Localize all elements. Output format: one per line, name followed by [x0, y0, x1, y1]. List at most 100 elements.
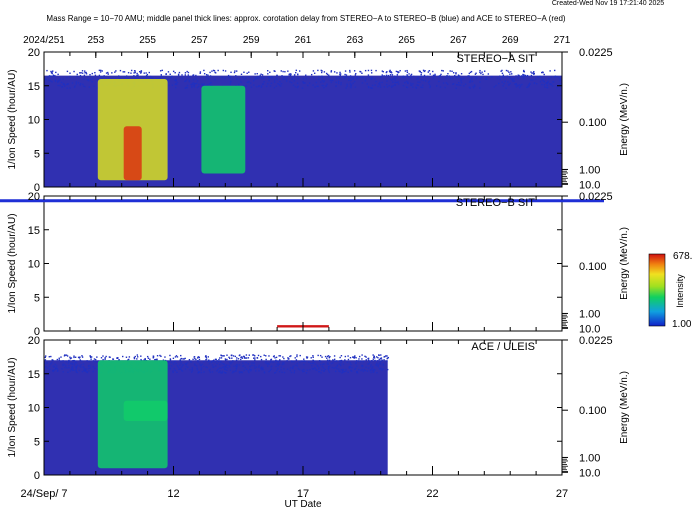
speckle-point: [191, 86, 193, 89]
speckle-point: [206, 366, 208, 369]
speckle-point: [249, 368, 251, 371]
speckle-point: [469, 81, 472, 83]
speckle-point: [371, 367, 373, 369]
speckle-point: [375, 69, 377, 72]
speckle-point: [458, 84, 460, 86]
speckle-point: [552, 81, 554, 83]
speckle-point: [74, 85, 76, 87]
speckle-point: [226, 369, 228, 371]
speckle-point: [375, 80, 377, 83]
speckle-point: [187, 71, 190, 74]
speckle-point: [60, 356, 62, 358]
speckle-point: [248, 354, 251, 356]
speckle-point: [283, 368, 285, 370]
speckle-point: [468, 75, 470, 77]
speckle-point: [394, 79, 396, 81]
speckle-point: [362, 360, 365, 363]
speckle-point: [55, 367, 57, 369]
speckle-point: [278, 371, 281, 373]
speckle-point: [238, 371, 241, 374]
speckle-point: [349, 71, 351, 73]
speckle-point: [386, 368, 389, 371]
speckle-point: [315, 81, 317, 84]
speckle-point: [257, 75, 259, 78]
speckle-point: [69, 370, 71, 372]
energy-tick-label: 0.100: [579, 117, 607, 129]
speckle-point: [249, 365, 251, 368]
speckle-point: [410, 82, 412, 85]
speckle-point: [245, 357, 248, 359]
speckle-point: [236, 357, 238, 359]
speckle-point: [445, 82, 448, 84]
speckle-point: [85, 71, 87, 74]
speckle-point: [144, 357, 146, 360]
speckle-point: [140, 358, 142, 361]
speckle-point: [338, 76, 340, 79]
speckle-point: [377, 360, 379, 362]
speckle-point: [358, 355, 361, 358]
speckle-point: [419, 71, 421, 73]
speckle-point: [228, 364, 230, 367]
speckle-point: [383, 86, 386, 88]
speckle-point: [73, 356, 75, 359]
speckle-point: [302, 368, 305, 371]
speckle-point: [378, 362, 381, 364]
speckle-point: [417, 77, 419, 80]
speckle-point: [51, 81, 53, 83]
speckle-point: [194, 83, 196, 85]
speckle-point: [112, 358, 114, 360]
speckle-point: [389, 71, 391, 73]
speckle-point: [193, 363, 196, 365]
speckle-point: [214, 72, 217, 74]
speckle-point: [212, 69, 215, 72]
speckle-point: [48, 79, 50, 82]
speckle-point: [236, 363, 238, 366]
speckle-point: [146, 73, 149, 76]
speckle-point: [160, 74, 162, 76]
speckle-point: [285, 80, 288, 82]
speckle-point: [379, 357, 382, 360]
x-tick-label: 17: [297, 488, 309, 500]
speckle-point: [327, 360, 330, 362]
x-tick-label: 27: [556, 488, 568, 500]
heatmap-region-2: [123, 126, 142, 181]
speckle-point: [217, 368, 219, 371]
speckle-point: [224, 364, 227, 367]
speckle-point: [178, 71, 181, 74]
speckle-point: [263, 354, 265, 356]
speckle-point: [375, 364, 378, 367]
speckle-point: [118, 75, 120, 77]
speckle-point: [417, 81, 419, 83]
speckle-point: [475, 76, 477, 79]
speckle-point: [328, 359, 331, 362]
speckle-point: [176, 81, 179, 84]
speckle-point: [88, 360, 90, 363]
speckle-point: [216, 370, 218, 372]
speckle-point: [382, 364, 385, 367]
speckle-point: [371, 360, 373, 362]
speckle-point: [65, 354, 68, 356]
speckle-point: [209, 371, 211, 373]
energy-tick-label: 0.0225: [579, 47, 613, 59]
speckle-point: [546, 86, 548, 89]
speckle-point: [305, 77, 308, 80]
speckle-point: [354, 74, 357, 76]
speckle-point: [133, 357, 136, 360]
speckle-point: [306, 369, 309, 371]
speckle-point: [374, 84, 376, 86]
speckle-point: [380, 76, 382, 78]
speckle-point: [193, 85, 195, 87]
speckle-point: [56, 367, 58, 370]
speckle-point: [357, 77, 359, 79]
speckle-point: [348, 366, 350, 369]
speckle-point: [146, 355, 149, 358]
speckle-point: [52, 70, 54, 72]
speckle-point: [261, 77, 263, 79]
speckle-point: [260, 368, 262, 371]
speckle-point: [523, 69, 525, 72]
speckle-point: [75, 81, 78, 83]
speckle-point: [268, 79, 270, 82]
speckle-point: [51, 359, 53, 361]
speckle-point: [364, 369, 367, 372]
speckle-point: [252, 354, 255, 356]
